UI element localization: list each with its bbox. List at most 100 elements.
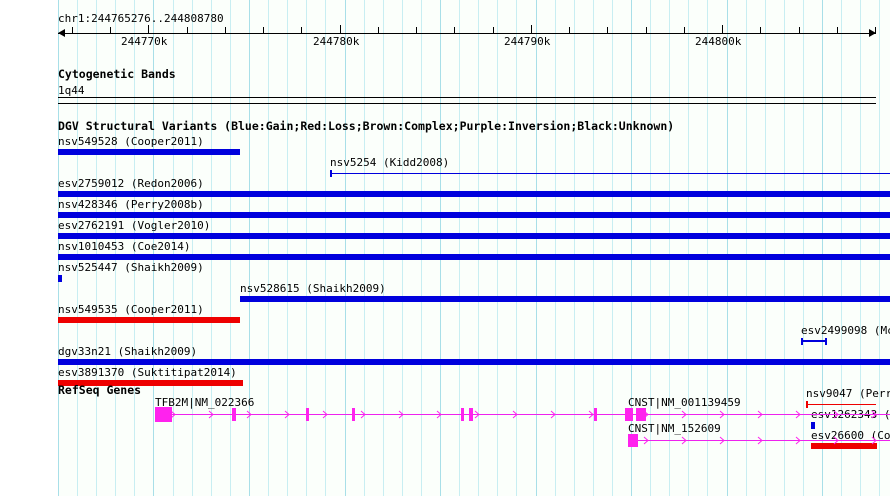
ruler-tick — [416, 27, 417, 34]
dgv-variant-label[interactable]: nsv9047 (Perry — [806, 387, 890, 400]
dgv-variant-end-cap — [806, 401, 808, 408]
ruler-tick — [799, 27, 800, 34]
gridline — [115, 0, 116, 496]
gridline — [860, 0, 861, 496]
dgv-variant-bar[interactable] — [58, 149, 240, 155]
ruler-tick — [837, 27, 838, 34]
gene-label[interactable]: CNST|NM_001139459 — [628, 396, 741, 409]
gridline — [153, 0, 154, 496]
dgv-variant-end-cap — [801, 338, 803, 345]
ruler-major-tick — [531, 25, 532, 34]
dgv-variant-bar[interactable] — [58, 212, 890, 218]
ruler-tick — [187, 27, 188, 34]
ruler-tick-label: 244790k — [504, 35, 551, 48]
gridline — [841, 0, 842, 496]
gridline — [230, 0, 231, 496]
strand-arrow-icon — [474, 410, 480, 419]
strand-arrow-icon — [681, 410, 687, 419]
gridline — [497, 0, 498, 496]
ruler-tick-label: 244800k — [695, 35, 742, 48]
dgv-variant-bar[interactable] — [58, 254, 890, 260]
ruler-tick — [760, 27, 761, 34]
dgv-variant-line[interactable] — [330, 173, 890, 174]
ruler-tick-label: 244780k — [313, 35, 360, 48]
strand-arrow-icon — [795, 410, 801, 419]
strand-arrow-icon — [795, 436, 801, 445]
gridline — [383, 0, 384, 496]
gridline — [306, 0, 307, 496]
dgv-variant-label[interactable]: esv2759012 (Redon2006) — [58, 177, 204, 190]
gene-exon[interactable] — [625, 407, 633, 421]
dgv-variant-line[interactable] — [806, 404, 876, 405]
dgv-variant-bar[interactable] — [58, 191, 890, 197]
gene-exon[interactable] — [352, 407, 355, 421]
gridline — [593, 0, 594, 496]
dgv-variant-label[interactable]: nsv5254 (Kidd2008) — [330, 156, 450, 169]
dgv-variant-label[interactable]: nsv549535 (Cooper2011) — [58, 303, 204, 316]
dgv-variant-tick[interactable] — [58, 275, 62, 282]
strand-arrow-icon — [284, 410, 290, 419]
dgv-variant-label[interactable]: nsv428346 (Perry2008b) — [58, 198, 204, 211]
gridline — [803, 0, 804, 496]
strand-arrow-icon — [322, 410, 328, 419]
dgv-variant-label[interactable]: nsv1010453 (Coe2014) — [58, 240, 191, 253]
ruler-major-tick — [340, 25, 341, 34]
gridline — [784, 0, 785, 496]
ruler-tick — [454, 27, 455, 34]
dgv-variant-label[interactable]: esv3891370 (Suktitipat2014) — [58, 366, 237, 379]
dgv-variant-label[interactable]: esv2499098 (Mck — [801, 324, 890, 337]
dgv-variant-line[interactable] — [801, 340, 827, 342]
gene-exon[interactable] — [636, 407, 646, 421]
dgv-variant-end-cap — [330, 170, 332, 177]
dgv-variant-bar[interactable] — [58, 359, 890, 365]
gene-label[interactable]: TFB2M|NM_022366 — [155, 396, 255, 409]
dgv-variant-label[interactable]: esv26600 (Con — [811, 429, 890, 442]
dgv-variant-label[interactable]: nsv528615 (Shaikh2009) — [240, 282, 386, 295]
dgv-variant-label[interactable]: esv2762191 (Vogler2010) — [58, 219, 211, 232]
dgv-variant-label[interactable]: nsv525447 (Shaikh2009) — [58, 261, 204, 274]
gridline — [421, 0, 422, 496]
gridline — [879, 0, 880, 496]
gridline — [688, 0, 689, 496]
dgv-variant-bar[interactable] — [240, 296, 890, 302]
gridline — [249, 0, 250, 496]
gridline — [58, 0, 59, 496]
gridline — [287, 0, 288, 496]
strand-arrow-icon — [719, 410, 725, 419]
ruler-tick — [378, 27, 379, 34]
dgv-variant-bar[interactable] — [58, 380, 243, 386]
gridline — [77, 0, 78, 496]
dgv-variant-bar[interactable] — [58, 233, 890, 239]
ruler-major-tick — [722, 25, 723, 34]
gene-intron-line — [155, 414, 646, 415]
ruler-tick — [72, 27, 73, 34]
gene-exon[interactable] — [306, 407, 309, 421]
dgv-variant-label[interactable]: dgv33n21 (Shaikh2009) — [58, 345, 198, 358]
gridline — [574, 0, 575, 496]
dgv-variant-bar[interactable] — [811, 443, 877, 449]
dgv-variant-tick[interactable] — [811, 422, 815, 429]
gene-label[interactable]: CNST|NM_152609 — [628, 422, 721, 435]
ruler-tick — [301, 27, 302, 34]
ruler-tick — [263, 27, 264, 34]
gridline — [268, 0, 269, 496]
gridline — [707, 0, 708, 496]
cytoband-label-1q44: 1q44 — [58, 84, 85, 97]
strand-arrow-icon — [871, 410, 877, 419]
gridline — [345, 0, 346, 496]
gene-exon[interactable] — [155, 406, 172, 422]
gridline — [478, 0, 479, 496]
gene-exon[interactable] — [594, 407, 597, 421]
gridline — [612, 0, 613, 496]
gene-exon[interactable] — [628, 433, 638, 447]
dgv-variant-bar[interactable] — [58, 317, 240, 323]
gene-exon[interactable] — [461, 407, 464, 421]
gene-exon[interactable] — [469, 407, 473, 421]
gene-intron-line — [642, 440, 890, 441]
dgv-variant-label[interactable]: nsv549528 (Cooper2011) — [58, 135, 204, 148]
ruler-tick — [607, 27, 608, 34]
gridline — [192, 0, 193, 496]
dgv-track-title: DGV Structural Variants (Blue:Gain;Red:L… — [58, 119, 675, 133]
ruler-arrow-right-icon — [869, 29, 876, 37]
gene-exon[interactable] — [232, 407, 236, 421]
